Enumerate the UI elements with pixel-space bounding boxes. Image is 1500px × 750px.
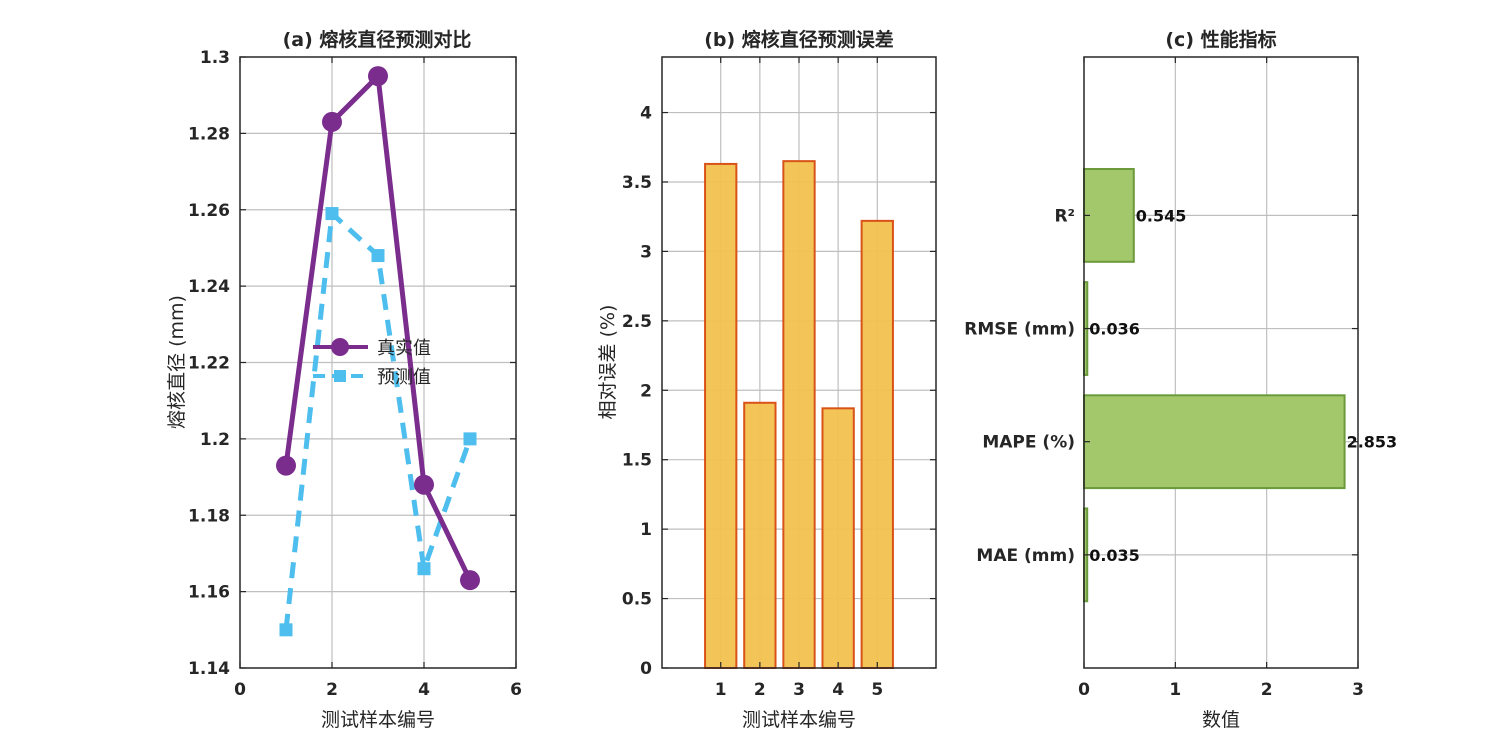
panel-c-grid — [1084, 57, 1358, 668]
series-actual-point — [276, 455, 296, 476]
panel-a-ylabel: 熔核直径 (mm) — [166, 295, 188, 429]
series-predicted-point — [279, 623, 293, 637]
y-tick-label: 1.28 — [188, 124, 230, 144]
x-tick-label: 1 — [1169, 680, 1181, 700]
bar-value-label: 0.035 — [1089, 546, 1140, 565]
bar — [821, 407, 855, 669]
series-actual-point — [414, 474, 434, 495]
bar — [704, 162, 738, 670]
series-predicted-point — [417, 562, 431, 576]
x-tick-label: 0 — [1078, 680, 1090, 700]
panel-c-bars: 0.035 2.853 0.036 0.545 — [1083, 168, 1398, 603]
bar — [743, 401, 777, 669]
y-tick-label: 1.5 — [622, 451, 652, 471]
panel-b-bars — [704, 160, 894, 670]
y-tick-label: 2 — [640, 381, 652, 401]
y-tick-label: 1.3 — [200, 48, 230, 68]
series-predicted-point — [463, 432, 477, 446]
series-actual-point — [368, 66, 388, 87]
y-tick-label: MAE (mm) — [976, 546, 1075, 566]
y-tick-label: 3.5 — [622, 173, 652, 193]
x-tick-label: 4 — [832, 680, 844, 700]
y-tick-label: 3 — [640, 242, 652, 262]
bar-value-label: 0.545 — [1136, 206, 1187, 225]
panel-b-bar-chart: (b) 熔核直径预测误差 0 0.5 1 1.5 2 2.5 3 3.5 4 1 2 3 4 5 测试样本… — [597, 28, 937, 731]
panel-c-title: (c) 性能指标 — [1165, 28, 1276, 51]
panel-b-title: (b) 熔核直径预测误差 — [704, 28, 894, 51]
legend-actual-marker — [331, 338, 349, 356]
panel-a-ticks: 0 2 4 6 1.14 1.16 1.18 1.2 1.22 1.24 1.26 1.28 1.3 — [188, 48, 522, 700]
legend-actual-label: 真实值 — [377, 338, 431, 359]
panel-a-grid — [240, 57, 516, 668]
x-tick-label: 2 — [326, 680, 338, 700]
y-tick-label: 1.14 — [188, 659, 230, 679]
y-tick-label: 0 — [640, 659, 652, 679]
panel-b-xlabel: 测试样本编号 — [742, 709, 856, 731]
bar-value-label: 0.036 — [1089, 320, 1140, 339]
x-tick-label: 6 — [510, 680, 522, 700]
panel-b-ticks: 0 0.5 1 1.5 2 2.5 3 3.5 4 1 2 3 4 5 — [622, 57, 936, 700]
y-tick-label: 4 — [640, 104, 652, 124]
x-tick-label: 5 — [871, 680, 883, 700]
panel-b-ylabel: 相对误差 (%) — [597, 305, 619, 420]
legend-predicted-marker — [334, 370, 346, 382]
y-tick-label: 1.16 — [188, 583, 230, 603]
x-tick-label: 2 — [754, 680, 766, 700]
series-actual-point — [460, 570, 480, 591]
x-tick-label: 4 — [418, 680, 430, 700]
series-actual-point — [322, 111, 342, 132]
panel-a-legend: 真实值 预测值 — [313, 338, 431, 388]
x-tick-label: 0 — [234, 680, 246, 700]
y-tick-label: 1.18 — [188, 506, 230, 526]
x-tick-label: 3 — [1352, 680, 1364, 700]
hbar — [1083, 168, 1135, 263]
hbar — [1083, 394, 1346, 490]
bar — [860, 219, 894, 669]
series-predicted-point — [325, 207, 339, 221]
y-tick-label: 2.5 — [622, 312, 652, 332]
y-tick-label: 1.22 — [188, 354, 230, 374]
y-tick-label: RMSE (mm) — [964, 320, 1075, 340]
series-predicted-point — [371, 249, 385, 263]
panel-a-xlabel: 测试样本编号 — [321, 709, 435, 731]
x-tick-label: 2 — [1261, 680, 1273, 700]
panel-c-xlabel: 数值 — [1202, 709, 1240, 731]
panel-a-line-chart: (a) 熔核直径预测对比 0 2 4 6 1.14 1.16 1.18 1.2 1.22 1.24… — [166, 28, 522, 731]
legend-predicted-label: 预测值 — [377, 367, 431, 388]
panel-c-axes-box — [1083, 56, 1359, 669]
series-actual-line — [283, 70, 473, 582]
panel-a-title: (a) 熔核直径预测对比 — [283, 28, 472, 51]
y-tick-label: R² — [1054, 206, 1075, 226]
y-tick-label: MAPE (%) — [982, 433, 1075, 453]
bar — [782, 160, 816, 669]
panel-c-horizontal-bar-chart: (c) 性能指标 0.035 2.853 0.036 0.545 0 1 2 3 MAE (m… — [964, 28, 1397, 731]
bar-value-label: 2.853 — [1347, 433, 1398, 452]
panel-c-ticks: 0 1 2 3 MAE (mm) MAPE (%) RMSE (mm) R² — [964, 57, 1364, 700]
x-tick-label: 1 — [715, 680, 727, 700]
x-tick-label: 3 — [793, 680, 805, 700]
panel-a-series — [276, 66, 480, 637]
y-tick-label: 1 — [640, 520, 652, 540]
y-tick-label: 1.24 — [188, 277, 230, 297]
y-tick-label: 1.26 — [188, 201, 230, 221]
y-tick-label: 1.2 — [200, 430, 230, 450]
y-tick-label: 0.5 — [622, 590, 652, 610]
